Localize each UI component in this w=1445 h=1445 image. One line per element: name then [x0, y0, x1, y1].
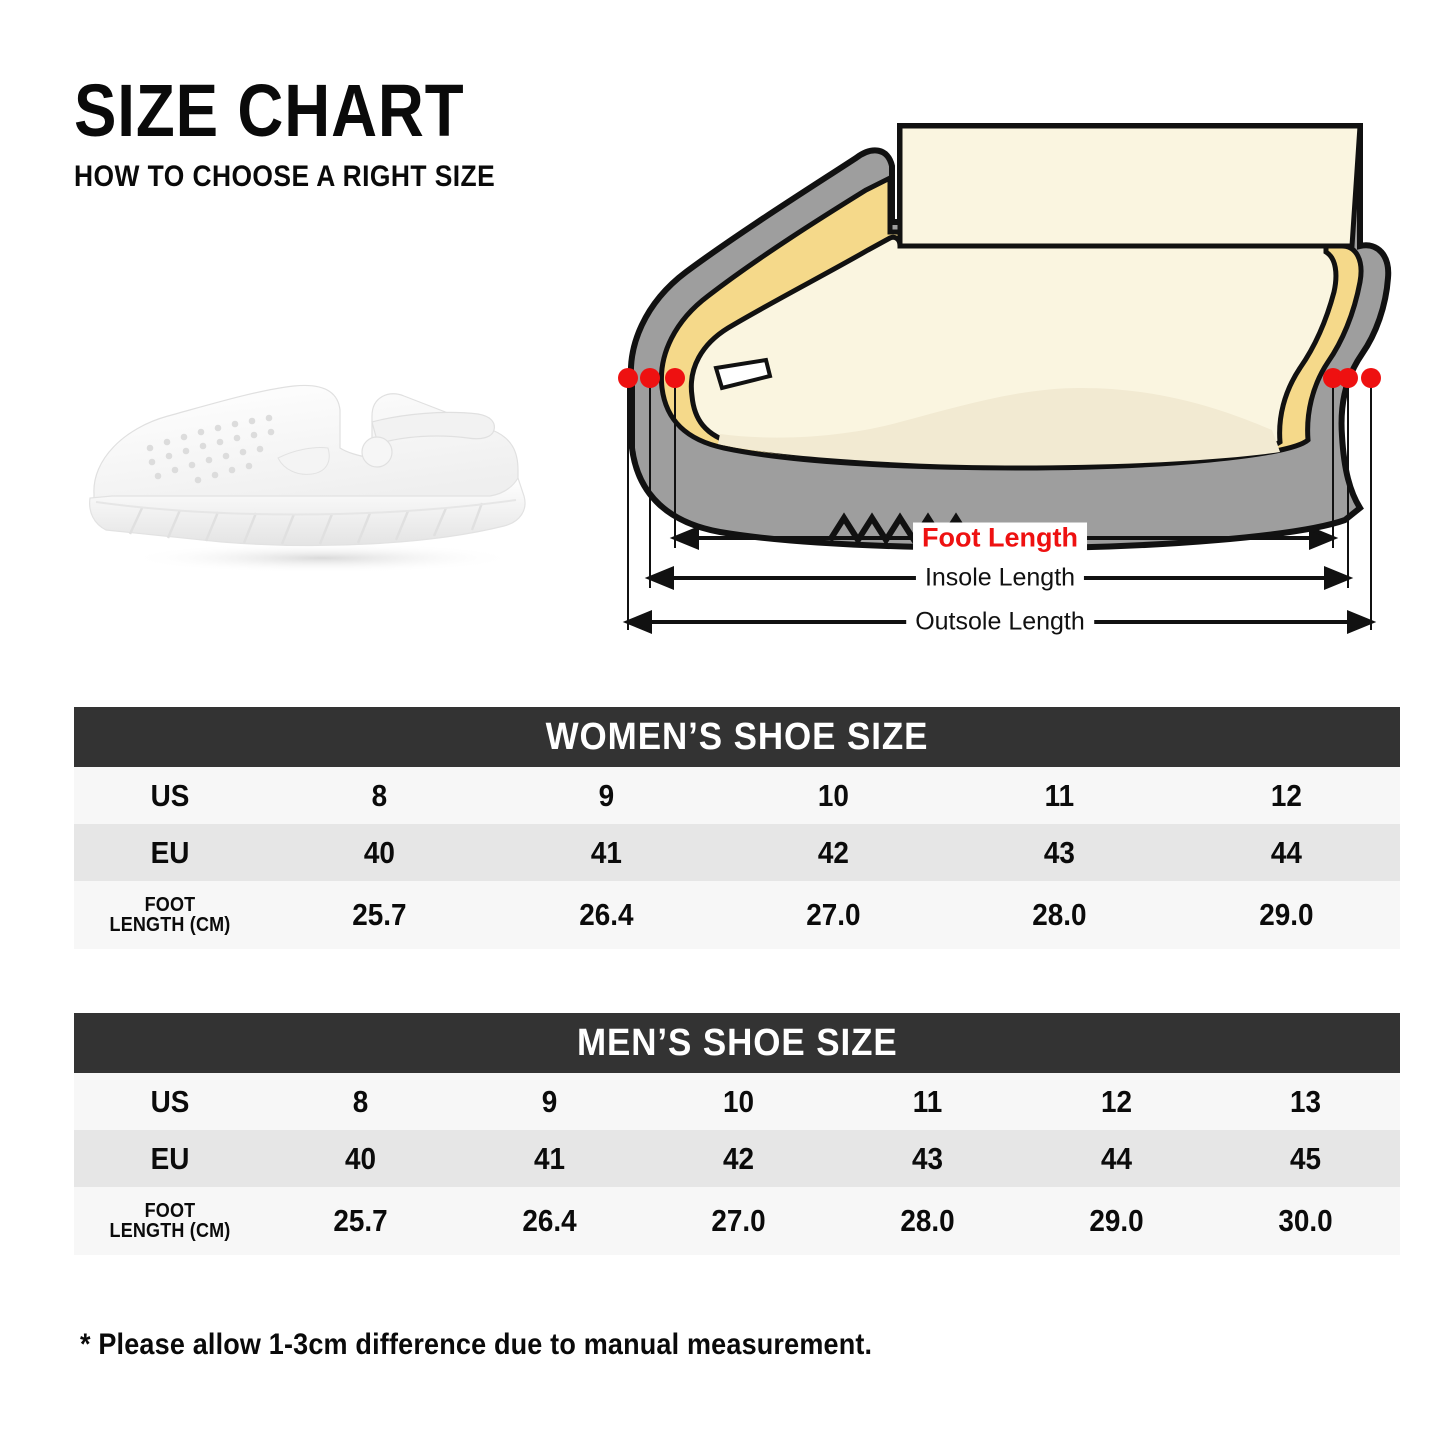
row-label-foot-length: FOOT LENGTH (CM)	[84, 881, 257, 949]
marker-outsole-left	[618, 368, 638, 388]
table-row-foot-length: FOOT LENGTH (CM) 25.7 26.4 27.0 28.0 29.…	[74, 881, 1400, 949]
cell-eu-1: 40	[363, 834, 395, 870]
cell-foot-length-2: 26.4	[579, 897, 634, 932]
cell-foot-length-3: 27.0	[711, 1203, 766, 1238]
cell-us-5: 12	[1100, 1083, 1133, 1119]
label-insole-length: Insole Length	[915, 563, 1085, 593]
cell-us-4: 11	[912, 1083, 943, 1119]
measurement-disclaimer: * Please allow 1-3cm difference due to m…	[80, 1328, 873, 1361]
strap-rivet	[361, 436, 393, 468]
cell-eu-5: 44	[1271, 834, 1303, 870]
cell-foot-length-5: 29.0	[1259, 897, 1314, 932]
foot-shoe-cross-section-svg	[618, 123, 1392, 634]
page-title: SIZE CHART	[74, 69, 465, 152]
row-label-eu: EU	[150, 834, 190, 870]
cell-us-1: 8	[371, 777, 388, 813]
cell-us-2: 9	[541, 1083, 558, 1119]
cell-foot-length-2: 26.4	[522, 1203, 577, 1238]
toe-nail	[713, 357, 773, 391]
table-row-us: US 8 9 10 11 12 13	[74, 1073, 1400, 1130]
marker-foot-right	[1323, 368, 1343, 388]
marker-foot-left	[665, 368, 685, 388]
cell-eu-4: 43	[911, 1140, 944, 1176]
cell-foot-length-3: 27.0	[805, 897, 861, 932]
cell-us-3: 10	[722, 1083, 755, 1119]
marker-insole-left	[640, 368, 660, 388]
extension-lines	[627, 378, 1372, 630]
cell-foot-length-1: 25.7	[333, 1203, 388, 1238]
cell-eu-2: 41	[590, 834, 622, 870]
header-block: SIZE CHART HOW TO CHOOSE A RIGHT SIZE	[74, 69, 634, 194]
cell-us-6: 13	[1289, 1083, 1322, 1119]
clog-shoe-illustration	[89, 384, 526, 573]
arch-shadow	[718, 388, 1280, 466]
table-row-foot-length: FOOT LENGTH (CM) 25.7 26.4 27.0 28.0 29.…	[74, 1187, 1400, 1255]
cell-foot-length-4: 28.0	[900, 1203, 955, 1238]
clog-upper	[93, 384, 519, 501]
row-label-foot-length-line2: LENGTH (CM)	[109, 914, 231, 936]
cell-eu-3: 42	[722, 1140, 755, 1176]
sole-tread	[128, 502, 484, 545]
marker-outsole-right	[1361, 368, 1381, 388]
cell-eu-1: 40	[344, 1140, 377, 1176]
row-label-eu: EU	[150, 1140, 190, 1176]
label-outsole-length: Outsole Length	[906, 607, 1094, 637]
table-row-us: US 8 9 10 11 12	[74, 767, 1400, 824]
mens-table-title: MEN’S SHOE SIZE	[576, 1021, 898, 1064]
marker-insole-right	[1338, 368, 1358, 388]
mens-table-header: MEN’S SHOE SIZE	[74, 1013, 1400, 1073]
page-subtitle: HOW TO CHOOSE A RIGHT SIZE	[74, 160, 496, 194]
table-row-eu: EU 40 41 42 43 44	[74, 824, 1400, 881]
cell-eu-4: 43	[1044, 834, 1076, 870]
product-photo-white-clog	[72, 352, 572, 588]
row-label-us: US	[150, 777, 190, 813]
womens-table-header: WOMEN’S SHOE SIZE	[74, 707, 1400, 767]
cell-foot-length-5: 29.0	[1089, 1203, 1144, 1238]
cell-us-2: 9	[598, 777, 614, 813]
measurement-markers	[618, 368, 1381, 388]
cell-foot-length-6: 30.0	[1278, 1203, 1333, 1238]
row-label-foot-length-line2: LENGTH (CM)	[109, 1220, 231, 1242]
cell-foot-length-4: 28.0	[1032, 897, 1087, 932]
womens-size-table: WOMEN’S SHOE SIZE US 8 9 10 11 12 EU 40 …	[74, 707, 1400, 949]
measurement-diagram: Foot Length Insole Length Outsole Length	[600, 96, 1400, 656]
row-label-foot-length: FOOT LENGTH (CM)	[84, 1187, 257, 1255]
cell-eu-3: 42	[817, 834, 849, 870]
cell-us-4: 11	[1045, 777, 1075, 813]
cell-eu-6: 45	[1289, 1140, 1322, 1176]
clog-sole	[89, 476, 526, 547]
row-label-us: US	[150, 1083, 190, 1119]
row-label-foot-length-line1: FOOT	[144, 1199, 196, 1222]
cell-us-3: 10	[817, 777, 849, 813]
midsole-line	[95, 499, 517, 516]
heel-strap	[371, 411, 495, 445]
cell-us-5: 12	[1271, 777, 1303, 813]
cell-us-1: 8	[352, 1083, 369, 1119]
vamp-perforations	[146, 414, 275, 484]
table-row-eu: EU 40 41 42 43 44 45	[74, 1130, 1400, 1187]
cell-eu-2: 41	[533, 1140, 566, 1176]
womens-table-title: WOMEN’S SHOE SIZE	[545, 715, 929, 758]
cell-eu-5: 44	[1100, 1140, 1133, 1176]
ankle-panel	[897, 123, 1363, 249]
mens-size-table: MEN’S SHOE SIZE US 8 9 10 11 12 13 EU 40…	[74, 1013, 1400, 1255]
side-cutout	[277, 447, 330, 475]
cell-foot-length-1: 25.7	[352, 897, 407, 932]
label-foot-length: Foot Length	[913, 522, 1087, 554]
row-label-foot-length-line1: FOOT	[144, 893, 196, 916]
